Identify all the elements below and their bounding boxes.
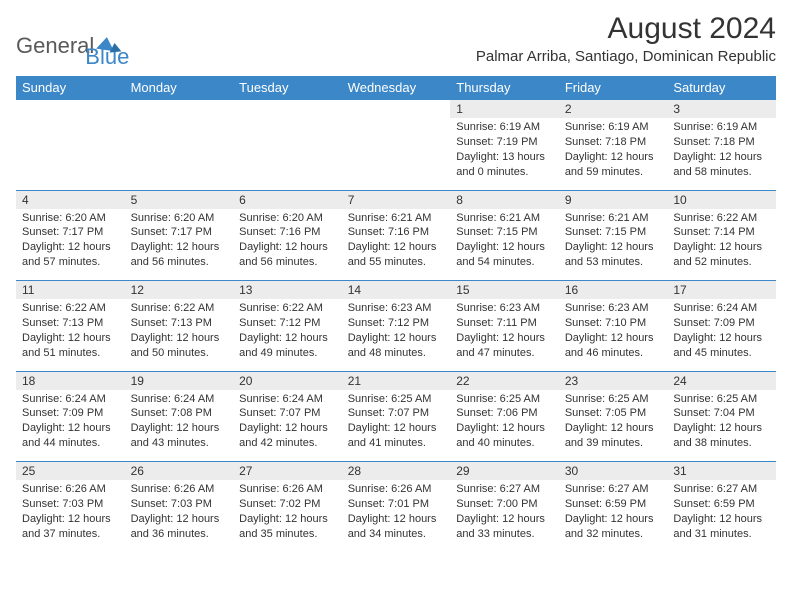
day-number-cell: 31 xyxy=(667,462,776,481)
day-number-cell: 19 xyxy=(125,371,234,390)
day-number-cell: 7 xyxy=(342,190,451,209)
day-info-cell: Sunrise: 6:22 AMSunset: 7:12 PMDaylight:… xyxy=(233,299,342,371)
day-info-cell: Sunrise: 6:26 AMSunset: 7:03 PMDaylight:… xyxy=(16,480,125,552)
daynum-row: 25262728293031 xyxy=(16,462,776,481)
day-number-cell: 22 xyxy=(450,371,559,390)
day-header: Wednesday xyxy=(342,76,451,100)
day-header: Monday xyxy=(125,76,234,100)
day-info-cell: Sunrise: 6:19 AMSunset: 7:18 PMDaylight:… xyxy=(559,118,668,190)
day-info-cell: Sunrise: 6:19 AMSunset: 7:19 PMDaylight:… xyxy=(450,118,559,190)
daynum-row: 18192021222324 xyxy=(16,371,776,390)
day-info-cell: Sunrise: 6:26 AMSunset: 7:02 PMDaylight:… xyxy=(233,480,342,552)
day-info-cell xyxy=(16,118,125,190)
day-info-cell: Sunrise: 6:25 AMSunset: 7:04 PMDaylight:… xyxy=(667,390,776,462)
title-block: August 2024 Palmar Arriba, Santiago, Dom… xyxy=(476,12,776,65)
day-number-cell: 13 xyxy=(233,281,342,300)
day-info-cell: Sunrise: 6:24 AMSunset: 7:07 PMDaylight:… xyxy=(233,390,342,462)
day-number-cell: 6 xyxy=(233,190,342,209)
day-info-cell: Sunrise: 6:23 AMSunset: 7:12 PMDaylight:… xyxy=(342,299,451,371)
day-info-cell xyxy=(342,118,451,190)
day-info-cell: Sunrise: 6:26 AMSunset: 7:03 PMDaylight:… xyxy=(125,480,234,552)
day-info-cell: Sunrise: 6:24 AMSunset: 7:09 PMDaylight:… xyxy=(16,390,125,462)
day-info-cell: Sunrise: 6:22 AMSunset: 7:14 PMDaylight:… xyxy=(667,209,776,281)
day-number-cell: 2 xyxy=(559,100,668,119)
day-number-cell: 1 xyxy=(450,100,559,119)
header: General Blue August 2024 Palmar Arriba, … xyxy=(16,12,776,70)
day-number-cell: 28 xyxy=(342,462,451,481)
day-number-cell xyxy=(342,100,451,119)
day-number-cell: 4 xyxy=(16,190,125,209)
day-info-cell: Sunrise: 6:25 AMSunset: 7:06 PMDaylight:… xyxy=(450,390,559,462)
day-info-cell: Sunrise: 6:21 AMSunset: 7:15 PMDaylight:… xyxy=(450,209,559,281)
day-info-cell: Sunrise: 6:26 AMSunset: 7:01 PMDaylight:… xyxy=(342,480,451,552)
day-number-cell: 14 xyxy=(342,281,451,300)
day-number-cell: 15 xyxy=(450,281,559,300)
day-number-cell: 23 xyxy=(559,371,668,390)
daynum-row: 45678910 xyxy=(16,190,776,209)
info-row: Sunrise: 6:22 AMSunset: 7:13 PMDaylight:… xyxy=(16,299,776,371)
day-number-cell: 27 xyxy=(233,462,342,481)
day-number-cell: 25 xyxy=(16,462,125,481)
day-number-cell: 24 xyxy=(667,371,776,390)
day-info-cell: Sunrise: 6:23 AMSunset: 7:11 PMDaylight:… xyxy=(450,299,559,371)
day-number-cell: 21 xyxy=(342,371,451,390)
day-header: Thursday xyxy=(450,76,559,100)
day-info-cell xyxy=(125,118,234,190)
info-row: Sunrise: 6:24 AMSunset: 7:09 PMDaylight:… xyxy=(16,390,776,462)
day-number-cell: 12 xyxy=(125,281,234,300)
day-info-cell: Sunrise: 6:27 AMSunset: 6:59 PMDaylight:… xyxy=(667,480,776,552)
day-info-cell: Sunrise: 6:23 AMSunset: 7:10 PMDaylight:… xyxy=(559,299,668,371)
day-number-cell: 18 xyxy=(16,371,125,390)
location-label: Palmar Arriba, Santiago, Dominican Repub… xyxy=(476,48,776,65)
day-header: Friday xyxy=(559,76,668,100)
day-info-cell: Sunrise: 6:20 AMSunset: 7:17 PMDaylight:… xyxy=(16,209,125,281)
day-info-cell: Sunrise: 6:22 AMSunset: 7:13 PMDaylight:… xyxy=(16,299,125,371)
logo: General Blue xyxy=(16,22,129,70)
day-info-cell: Sunrise: 6:25 AMSunset: 7:05 PMDaylight:… xyxy=(559,390,668,462)
day-header-row: Sunday Monday Tuesday Wednesday Thursday… xyxy=(16,76,776,100)
day-info-cell: Sunrise: 6:24 AMSunset: 7:08 PMDaylight:… xyxy=(125,390,234,462)
day-info-cell: Sunrise: 6:25 AMSunset: 7:07 PMDaylight:… xyxy=(342,390,451,462)
day-info-cell: Sunrise: 6:20 AMSunset: 7:16 PMDaylight:… xyxy=(233,209,342,281)
day-number-cell: 29 xyxy=(450,462,559,481)
page-title: August 2024 xyxy=(476,12,776,46)
day-number-cell: 9 xyxy=(559,190,668,209)
day-number-cell: 30 xyxy=(559,462,668,481)
day-info-cell: Sunrise: 6:24 AMSunset: 7:09 PMDaylight:… xyxy=(667,299,776,371)
day-info-cell: Sunrise: 6:22 AMSunset: 7:13 PMDaylight:… xyxy=(125,299,234,371)
calendar-table: Sunday Monday Tuesday Wednesday Thursday… xyxy=(16,76,776,552)
day-number-cell: 16 xyxy=(559,281,668,300)
day-header: Tuesday xyxy=(233,76,342,100)
daynum-row: 11121314151617 xyxy=(16,281,776,300)
day-number-cell: 3 xyxy=(667,100,776,119)
day-number-cell: 10 xyxy=(667,190,776,209)
logo-triangle2-icon xyxy=(109,42,122,52)
day-info-cell: Sunrise: 6:27 AMSunset: 6:59 PMDaylight:… xyxy=(559,480,668,552)
day-info-cell: Sunrise: 6:21 AMSunset: 7:15 PMDaylight:… xyxy=(559,209,668,281)
day-number-cell xyxy=(16,100,125,119)
day-number-cell: 8 xyxy=(450,190,559,209)
day-number-cell xyxy=(125,100,234,119)
daynum-row: 123 xyxy=(16,100,776,119)
day-number-cell: 20 xyxy=(233,371,342,390)
day-header: Saturday xyxy=(667,76,776,100)
day-info-cell: Sunrise: 6:27 AMSunset: 7:00 PMDaylight:… xyxy=(450,480,559,552)
day-info-cell: Sunrise: 6:21 AMSunset: 7:16 PMDaylight:… xyxy=(342,209,451,281)
info-row: Sunrise: 6:20 AMSunset: 7:17 PMDaylight:… xyxy=(16,209,776,281)
day-info-cell: Sunrise: 6:19 AMSunset: 7:18 PMDaylight:… xyxy=(667,118,776,190)
day-info-cell xyxy=(233,118,342,190)
day-number-cell xyxy=(233,100,342,119)
logo-text-general: General xyxy=(16,33,94,59)
day-info-cell: Sunrise: 6:20 AMSunset: 7:17 PMDaylight:… xyxy=(125,209,234,281)
day-number-cell: 5 xyxy=(125,190,234,209)
day-number-cell: 26 xyxy=(125,462,234,481)
info-row: Sunrise: 6:19 AMSunset: 7:19 PMDaylight:… xyxy=(16,118,776,190)
day-header: Sunday xyxy=(16,76,125,100)
day-number-cell: 11 xyxy=(16,281,125,300)
info-row: Sunrise: 6:26 AMSunset: 7:03 PMDaylight:… xyxy=(16,480,776,552)
day-number-cell: 17 xyxy=(667,281,776,300)
